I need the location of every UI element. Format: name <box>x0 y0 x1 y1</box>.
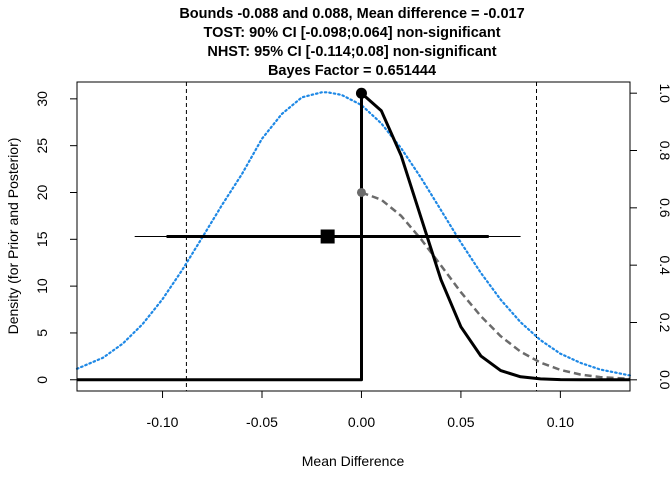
x-axis-label: Mean Difference <box>302 453 405 469</box>
y-tick-label: 15 <box>34 231 50 247</box>
right-tick-label: 0.0 <box>657 370 671 390</box>
right-tick-label: 0.6 <box>657 198 671 218</box>
x-tick-label: -0.10 <box>147 414 179 430</box>
right-tick-label: 0.2 <box>657 313 671 333</box>
density-markers <box>355 87 367 197</box>
confidence-intervals <box>134 229 521 244</box>
y-axis-right: 0.0 0.2 0.4 0.6 0.8 1.0 <box>629 83 671 390</box>
title-line-4: Bayes Factor = 0.651444 <box>268 63 436 79</box>
title-line-1: Bounds -0.088 and 0.088, Mean difference… <box>179 6 524 22</box>
posterior-density-at-zero-marker <box>355 87 367 99</box>
y-tick-label: 25 <box>34 138 50 154</box>
right-tick-label: 0.4 <box>657 255 671 275</box>
title-line-3: NHST: 95% CI [-0.114;0.08] non-significa… <box>207 44 496 60</box>
x-tick-label: 0.05 <box>447 414 474 430</box>
prior-density-curve <box>75 91 632 377</box>
x-tick-label: -0.05 <box>246 414 278 430</box>
y-tick-label: 20 <box>34 185 50 201</box>
y-tick-label: 10 <box>34 278 50 294</box>
y-tick-label: 0 <box>34 376 50 384</box>
mean-difference-marker <box>320 229 335 244</box>
x-tick-label: 0.10 <box>547 414 574 430</box>
likelihood-density-curve <box>361 191 631 381</box>
x-axis: -0.10 -0.05 0.00 0.05 0.10 <box>147 390 574 430</box>
y-tick-label: 30 <box>34 91 50 107</box>
density-curves <box>75 91 632 382</box>
right-tick-label: 0.8 <box>657 141 671 161</box>
x-tick-label: 0.00 <box>348 414 375 430</box>
y-axis-label: Density (for Prior and Posterior) <box>5 138 21 335</box>
right-tick-label: 1.0 <box>657 83 671 103</box>
y-axis-left: 0 5 10 15 20 25 30 <box>34 91 78 384</box>
posterior-density-curve <box>77 91 630 382</box>
prior-density-at-zero-marker <box>356 187 366 197</box>
chart-title: Bounds -0.088 and 0.088, Mean difference… <box>179 6 524 79</box>
y-tick-label: 5 <box>34 329 50 337</box>
title-line-2: TOST: 90% CI [-0.098;0.064] non-signific… <box>203 25 500 41</box>
